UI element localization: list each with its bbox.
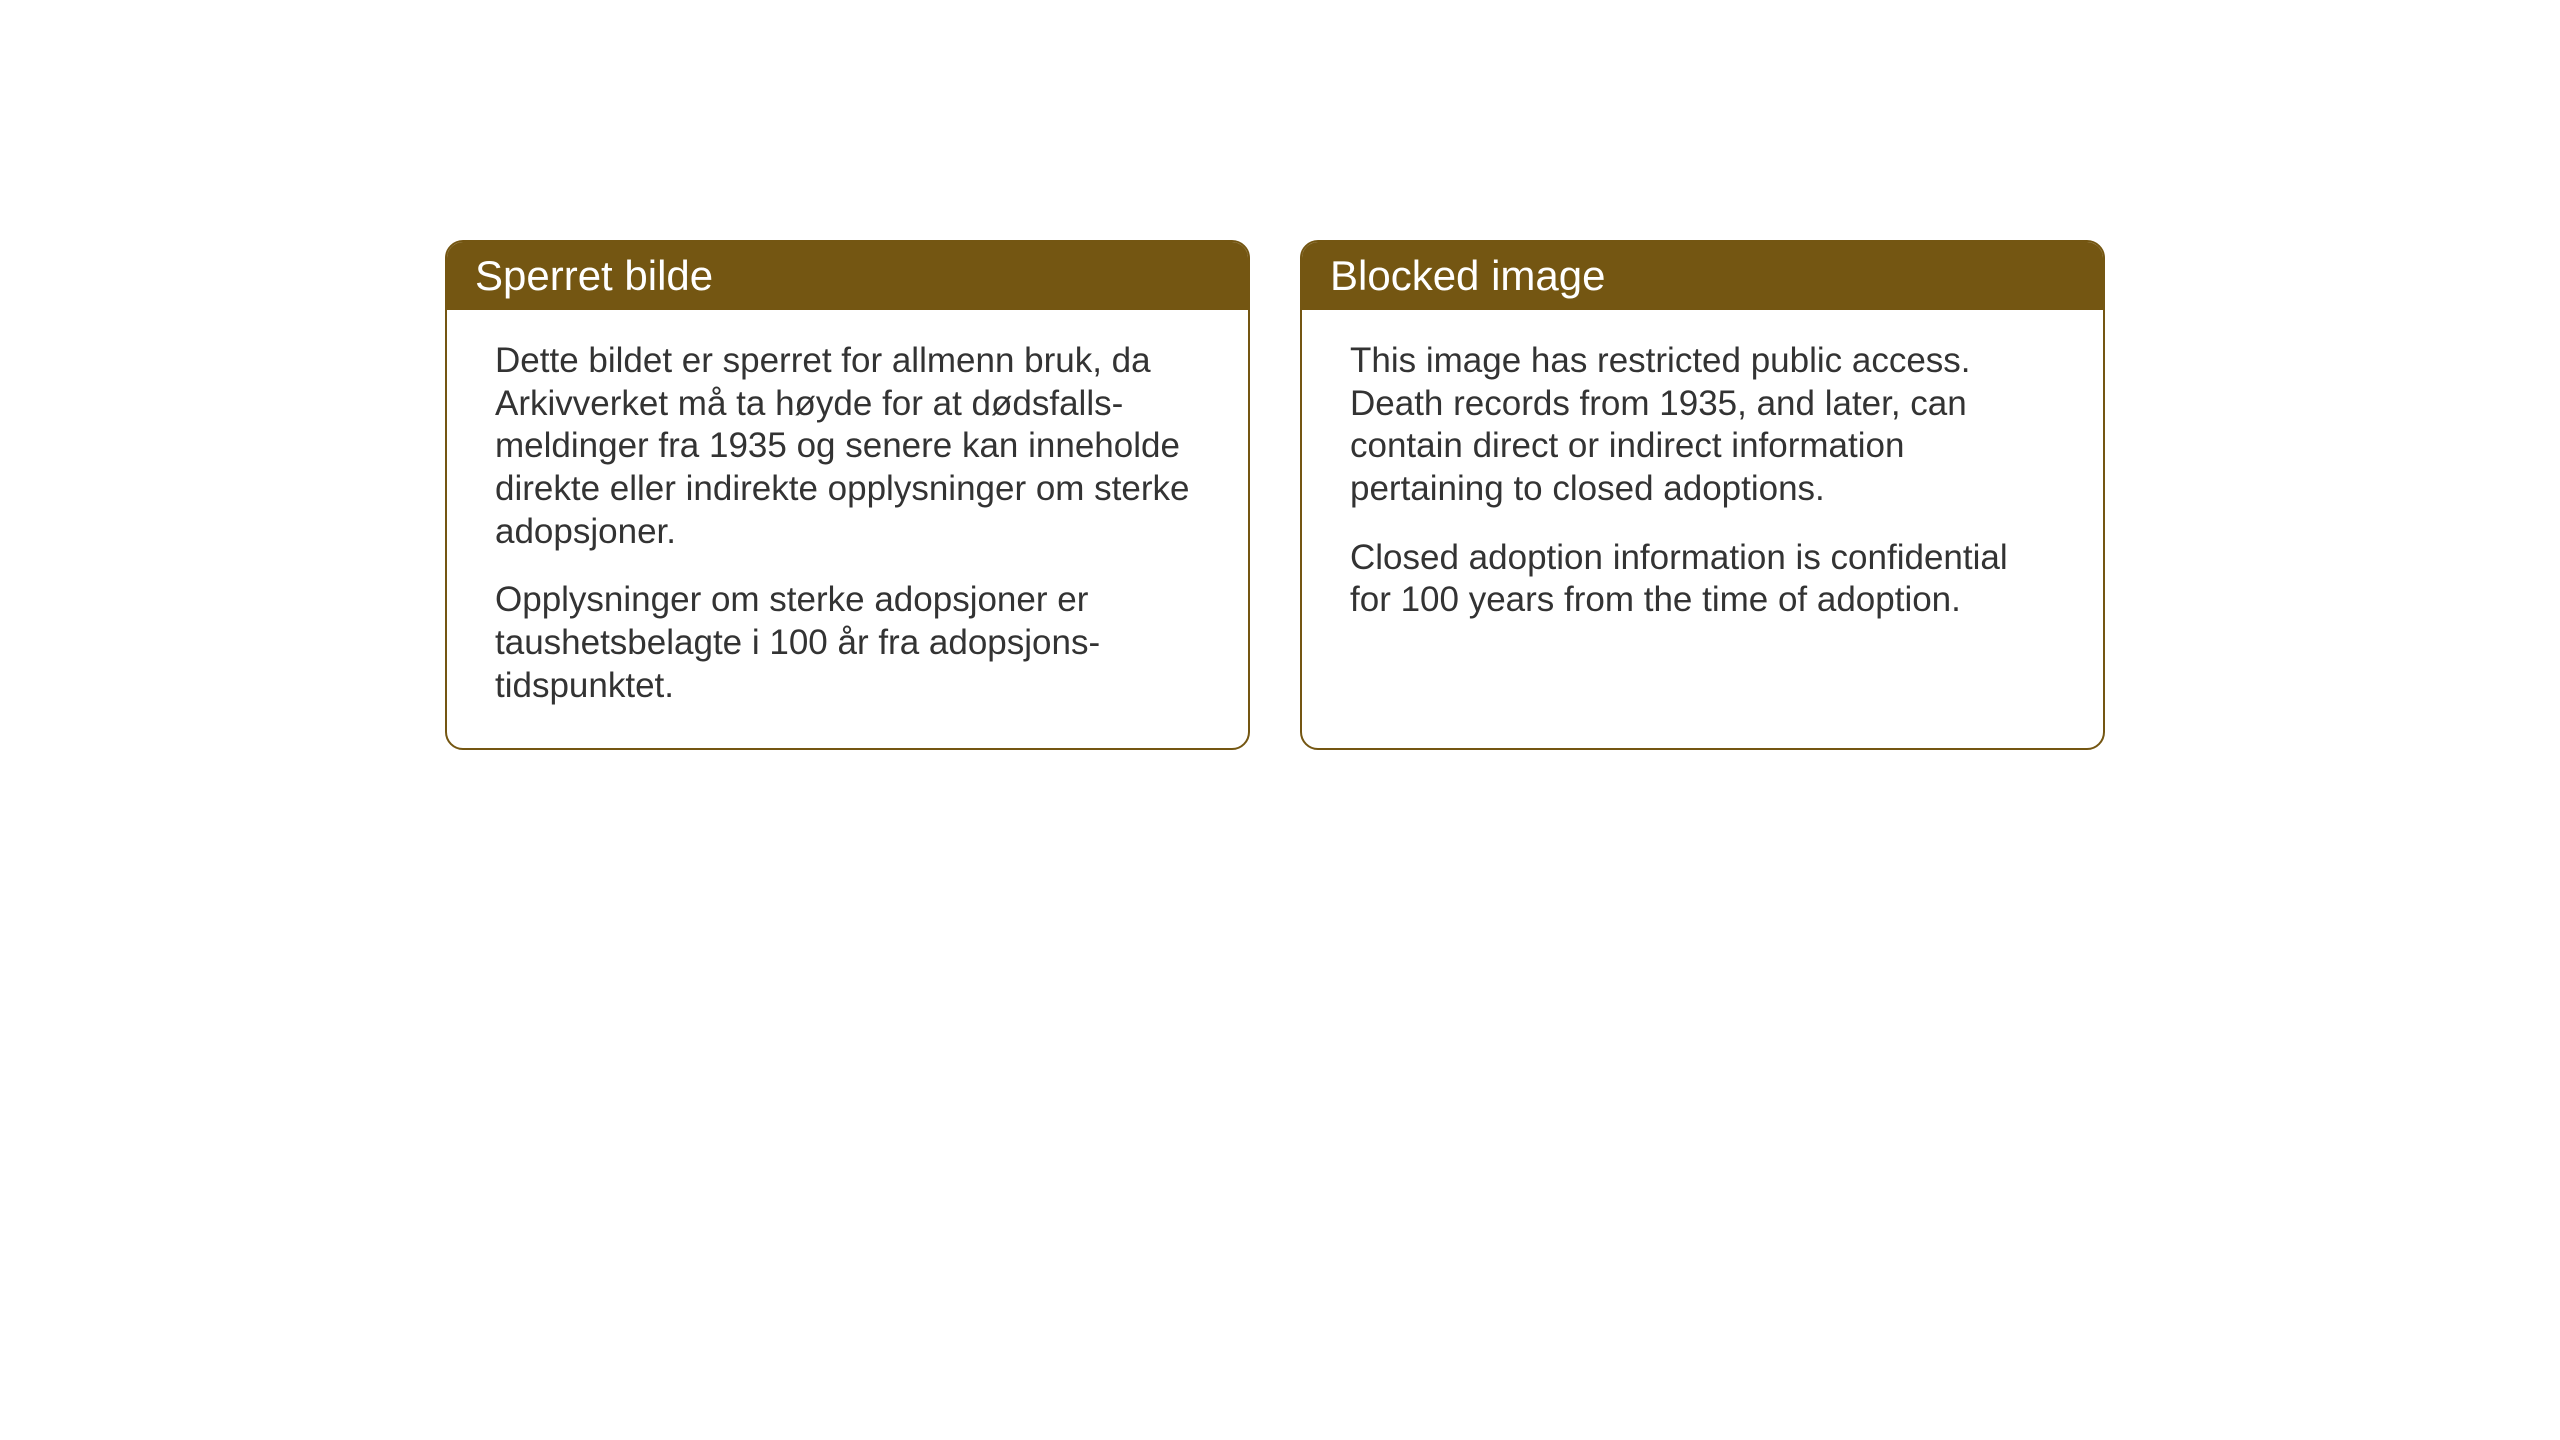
notice-card-norwegian: Sperret bilde Dette bildet er sperret fo…	[445, 240, 1250, 750]
card-header-norwegian: Sperret bilde	[447, 242, 1248, 310]
card-body-norwegian: Dette bildet er sperret for allmenn bruk…	[447, 310, 1248, 748]
card-body-english: This image has restricted public access.…	[1302, 310, 2103, 662]
card-paragraph-1-english: This image has restricted public access.…	[1350, 340, 2055, 511]
notice-container: Sperret bilde Dette bildet er sperret fo…	[445, 240, 2105, 750]
card-header-english: Blocked image	[1302, 242, 2103, 310]
card-paragraph-2-norwegian: Opplysninger om sterke adopsjoner er tau…	[495, 579, 1200, 707]
card-paragraph-1-norwegian: Dette bildet er sperret for allmenn bruk…	[495, 340, 1200, 553]
notice-card-english: Blocked image This image has restricted …	[1300, 240, 2105, 750]
card-title-norwegian: Sperret bilde	[475, 252, 713, 299]
card-paragraph-2-english: Closed adoption information is confident…	[1350, 537, 2055, 622]
card-title-english: Blocked image	[1330, 252, 1605, 299]
